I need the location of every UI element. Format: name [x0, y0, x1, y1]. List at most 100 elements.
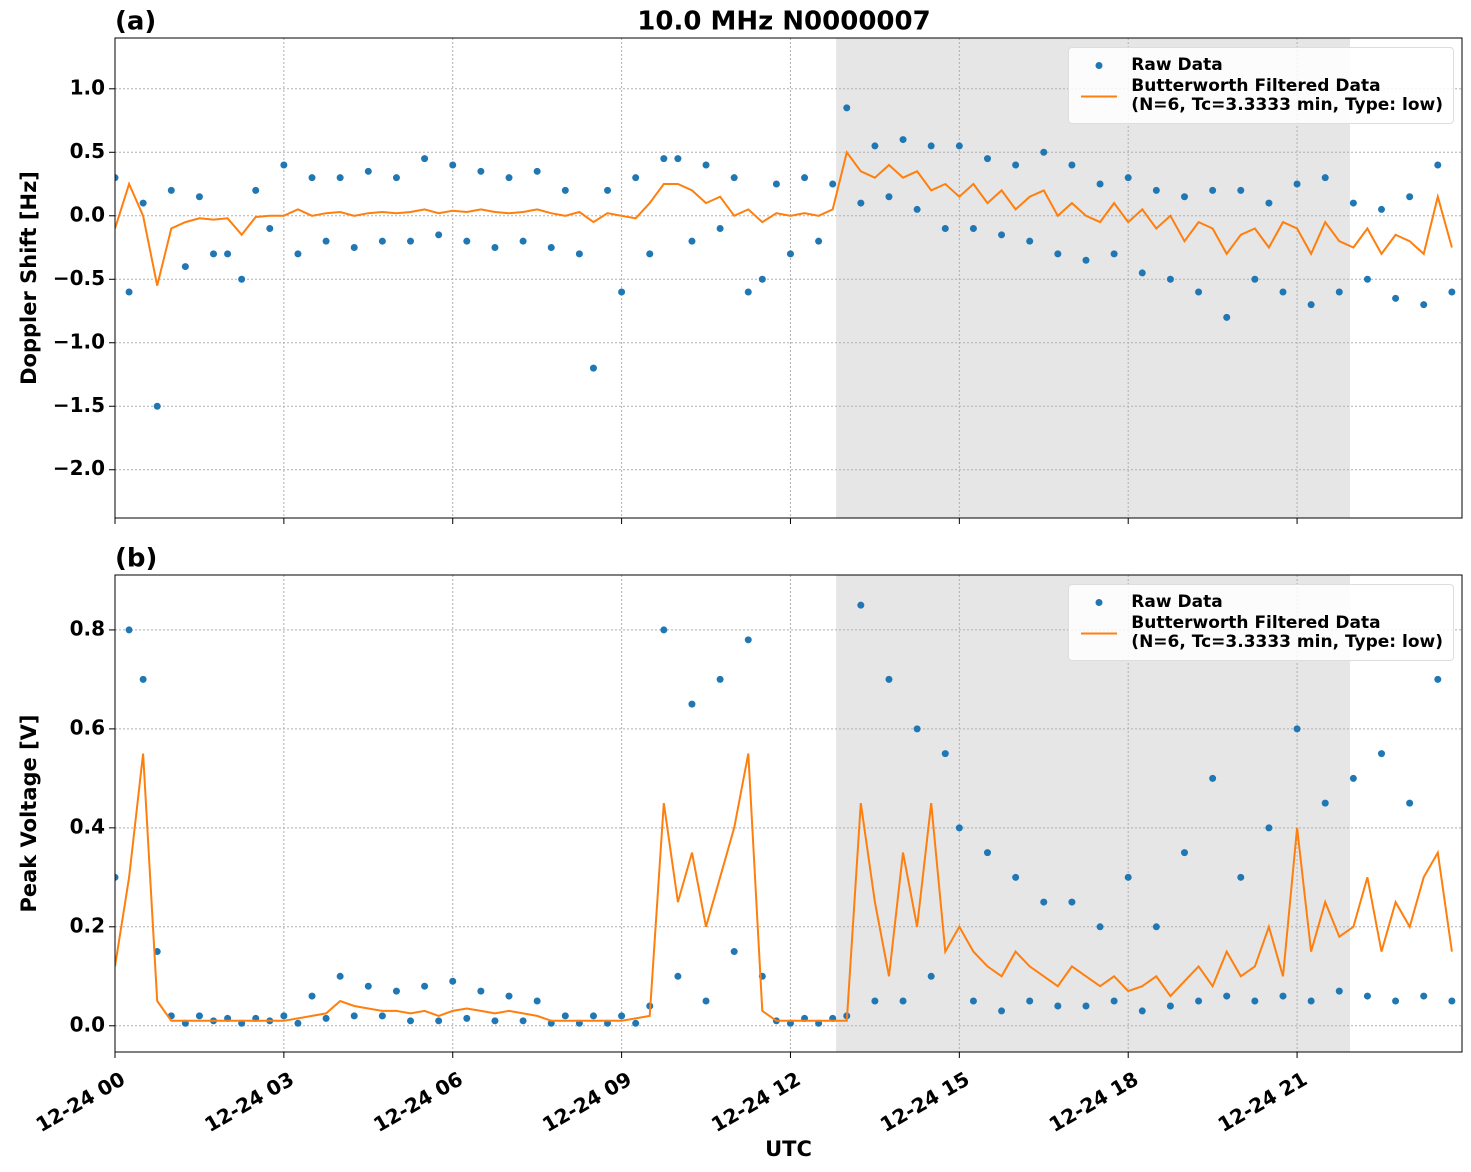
raw-point — [477, 167, 485, 175]
raw-point — [885, 193, 893, 201]
raw-point — [969, 224, 977, 232]
raw-point — [941, 224, 949, 232]
y-tick-label: −0.5 — [53, 266, 105, 290]
raw-point — [1209, 774, 1217, 782]
plot-frame — [114, 37, 1463, 519]
raw-point — [1378, 205, 1386, 213]
raw-point — [280, 1012, 288, 1020]
raw-point — [1420, 301, 1428, 309]
raw-point — [463, 1014, 471, 1022]
raw-point — [716, 224, 724, 232]
raw-point — [983, 849, 991, 857]
raw-point — [449, 161, 457, 169]
raw-point — [1209, 186, 1217, 194]
raw-point — [533, 997, 541, 1005]
raw-point — [1307, 997, 1315, 1005]
x-axis-label: UTC — [765, 1137, 812, 1161]
legend-key — [1079, 614, 1119, 652]
raw-point — [716, 675, 724, 683]
plot-frame — [114, 574, 1463, 1053]
raw-point — [238, 275, 246, 283]
raw-point — [604, 186, 612, 194]
plot-data — [115, 104, 1456, 410]
raw-point — [575, 250, 583, 258]
raw-point — [210, 250, 218, 258]
raw-point — [632, 174, 640, 182]
legend-entry: Raw Data — [1079, 56, 1443, 75]
raw-point — [1054, 250, 1062, 258]
raw-point — [378, 1012, 386, 1020]
raw-point — [1406, 193, 1414, 201]
raw-point — [195, 193, 203, 201]
legend: Raw Data Butterworth Filtered Data (N=6, … — [1068, 47, 1454, 124]
raw-point — [1110, 250, 1118, 258]
raw-point — [1138, 1007, 1146, 1015]
raw-point — [660, 626, 668, 634]
raw-point — [407, 237, 415, 245]
raw-point — [829, 180, 837, 188]
y-tick-label: 1.0 — [70, 75, 105, 99]
raw-point — [1349, 199, 1357, 207]
x-tick-label: 12-24 06 — [369, 1067, 467, 1137]
raw-point — [730, 174, 738, 182]
raw-point — [744, 636, 752, 644]
raw-point — [1279, 992, 1287, 1000]
raw-point — [871, 142, 879, 150]
raw-point — [871, 997, 879, 1005]
raw-point — [308, 174, 316, 182]
raw-point — [660, 155, 668, 163]
raw-point — [744, 288, 752, 296]
raw-point — [941, 750, 949, 758]
raw-point — [1195, 288, 1203, 296]
legend-marker — [1095, 62, 1103, 69]
raw-point — [1251, 275, 1259, 283]
raw-point — [702, 161, 710, 169]
legend-label: Butterworth Filtered Data (N=6, Tc=3.333… — [1131, 613, 1443, 652]
raw-point — [1124, 873, 1132, 881]
raw-point — [758, 275, 766, 283]
legend-swatch — [1095, 599, 1103, 606]
raw-point — [392, 174, 400, 182]
raw-point — [115, 873, 119, 881]
y-tick-label: −1.5 — [53, 393, 105, 417]
legend-label: Raw Data — [1131, 592, 1223, 612]
raw-point — [181, 263, 189, 271]
raw-point — [1012, 161, 1020, 169]
raw-point — [1138, 269, 1146, 277]
raw-point — [336, 174, 344, 182]
raw-point — [322, 237, 330, 245]
raw-point — [1223, 313, 1231, 321]
raw-point — [1448, 997, 1456, 1005]
raw-point — [786, 250, 794, 258]
raw-point — [1363, 992, 1371, 1000]
raw-point — [1082, 256, 1090, 264]
raw-point — [266, 224, 274, 232]
raw-point — [1180, 849, 1188, 857]
raw-point — [1279, 288, 1287, 296]
raw-point — [477, 987, 485, 995]
raw-point — [1293, 180, 1301, 188]
raw-point — [1012, 873, 1020, 881]
raw-point — [688, 237, 696, 245]
raw-point — [491, 1017, 499, 1025]
raw-point — [1068, 898, 1076, 906]
raw-point — [885, 675, 893, 683]
raw-point — [378, 237, 386, 245]
raw-point — [1363, 275, 1371, 283]
raw-point — [618, 288, 626, 296]
raw-point — [561, 1012, 569, 1020]
legend-label: Raw Data — [1131, 55, 1223, 75]
raw-point — [1251, 997, 1259, 1005]
raw-point — [618, 1012, 626, 1020]
raw-point — [702, 997, 710, 1005]
y-tick-label: 0.0 — [70, 1012, 105, 1036]
raw-point — [350, 1012, 358, 1020]
raw-point — [1026, 997, 1034, 1005]
raw-point — [1321, 799, 1329, 807]
x-tick-label: 12-24 18 — [1045, 1067, 1143, 1137]
raw-point — [336, 972, 344, 980]
raw-point — [407, 1017, 415, 1025]
raw-point — [491, 244, 499, 252]
raw-point — [1068, 161, 1076, 169]
legend-key — [1079, 593, 1119, 612]
